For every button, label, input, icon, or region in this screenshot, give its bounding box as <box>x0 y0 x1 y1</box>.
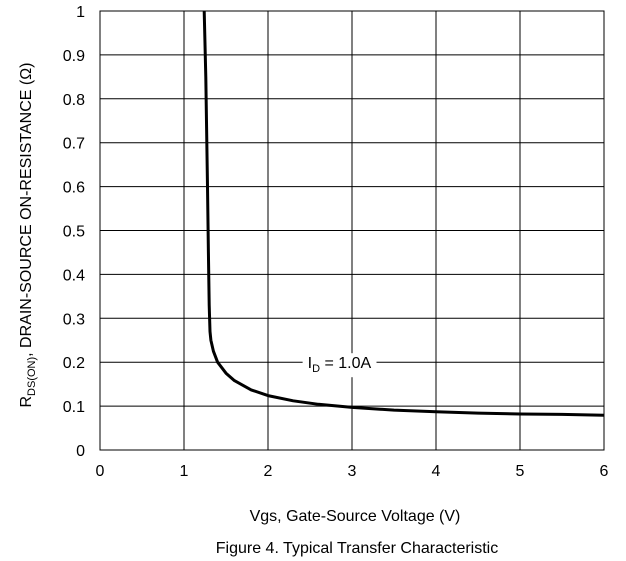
figure-caption: Figure 4. Typical Transfer Characteristi… <box>216 540 498 557</box>
y-tick-label: 0.8 <box>63 92 85 109</box>
y-tick-label: 0.6 <box>63 180 85 197</box>
plot-frame <box>99 10 605 451</box>
x-tick-label: 2 <box>264 463 273 480</box>
x-tick-labels: 0 1 2 3 4 5 6 <box>96 463 609 480</box>
y-tick-label: 0.9 <box>63 48 85 65</box>
series-layer <box>202 10 605 417</box>
x-tick-label: 5 <box>516 463 525 480</box>
y-tick-label: 0.7 <box>63 136 85 153</box>
y-axis-title: RDS(ON), DRAIN-SOURCE ON-RESISTANCE (Ω) <box>18 62 38 407</box>
y-tick-label: 0.5 <box>63 224 85 241</box>
x-tick-label: 3 <box>348 463 357 480</box>
x-tick-label: 1 <box>180 463 189 480</box>
x-tick-label: 6 <box>600 463 609 480</box>
y-tick-label: 0.4 <box>63 267 85 284</box>
y-tick-labels: 0 0.1 0.2 0.3 0.4 0.5 0.6 0.7 0.8 0.9 1 <box>63 4 85 460</box>
y-tick-label: 1 <box>76 4 85 21</box>
series-line <box>202 10 605 417</box>
y-tick-label: 0.2 <box>63 355 85 372</box>
y-tick-label: 0 <box>76 443 85 460</box>
plot-border <box>99 10 605 451</box>
y-tick-label: 0.1 <box>63 399 85 416</box>
x-tick-label: 4 <box>432 463 441 480</box>
series-label: ID = 1.0A <box>308 355 372 375</box>
x-axis-title: Vgs, Gate-Source Voltage (V) <box>250 508 461 525</box>
x-tick-label: 0 <box>96 463 105 480</box>
series-label-background <box>302 353 377 378</box>
y-tick-label: 0.3 <box>63 311 85 328</box>
